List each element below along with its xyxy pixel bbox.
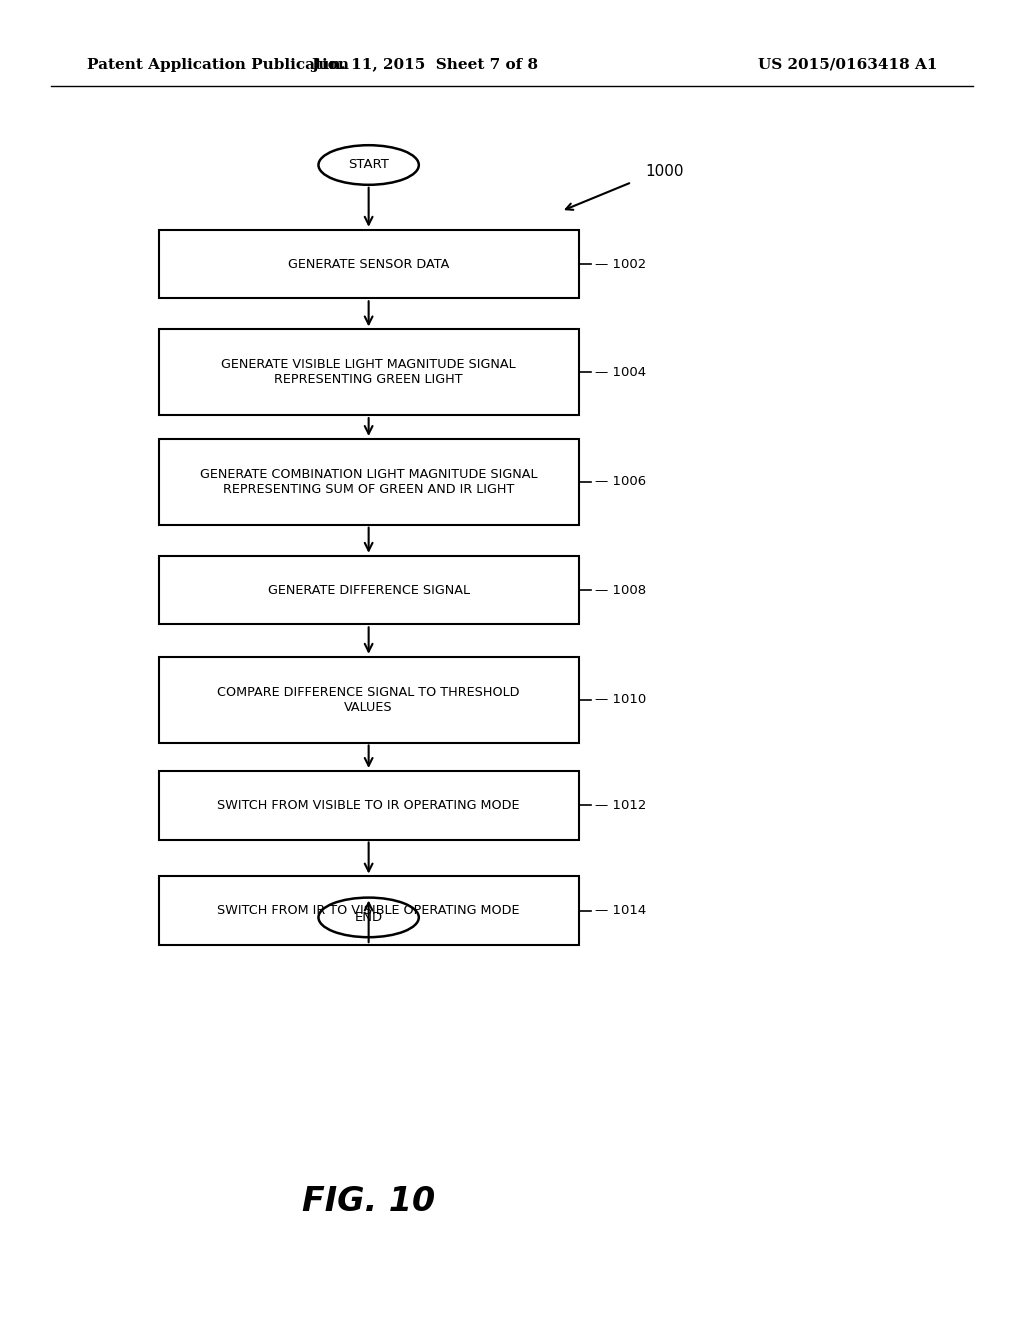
Ellipse shape bbox=[318, 145, 419, 185]
Text: GENERATE DIFFERENCE SIGNAL: GENERATE DIFFERENCE SIGNAL bbox=[267, 583, 470, 597]
Text: SWITCH FROM IR TO VISIBLE OPERATING MODE: SWITCH FROM IR TO VISIBLE OPERATING MODE bbox=[217, 904, 520, 917]
Text: Jun. 11, 2015  Sheet 7 of 8: Jun. 11, 2015 Sheet 7 of 8 bbox=[311, 58, 539, 71]
Text: FIG. 10: FIG. 10 bbox=[302, 1185, 435, 1217]
Text: GENERATE SENSOR DATA: GENERATE SENSOR DATA bbox=[288, 257, 450, 271]
Text: GENERATE VISIBLE LIGHT MAGNITUDE SIGNAL
REPRESENTING GREEN LIGHT: GENERATE VISIBLE LIGHT MAGNITUDE SIGNAL … bbox=[221, 358, 516, 387]
Text: — 1002: — 1002 bbox=[595, 257, 646, 271]
FancyBboxPatch shape bbox=[159, 556, 579, 624]
Text: — 1004: — 1004 bbox=[595, 366, 646, 379]
Text: START: START bbox=[348, 158, 389, 172]
Text: GENERATE COMBINATION LIGHT MAGNITUDE SIGNAL
REPRESENTING SUM OF GREEN AND IR LIG: GENERATE COMBINATION LIGHT MAGNITUDE SIG… bbox=[200, 467, 538, 496]
FancyBboxPatch shape bbox=[159, 876, 579, 945]
FancyBboxPatch shape bbox=[159, 230, 579, 298]
Text: END: END bbox=[354, 911, 383, 924]
Text: — 1006: — 1006 bbox=[595, 475, 646, 488]
FancyBboxPatch shape bbox=[159, 657, 579, 742]
FancyBboxPatch shape bbox=[159, 330, 579, 414]
Text: — 1012: — 1012 bbox=[595, 799, 646, 812]
Ellipse shape bbox=[318, 898, 419, 937]
Text: — 1010: — 1010 bbox=[595, 693, 646, 706]
Text: US 2015/0163418 A1: US 2015/0163418 A1 bbox=[758, 58, 937, 71]
Text: — 1014: — 1014 bbox=[595, 904, 646, 917]
FancyBboxPatch shape bbox=[159, 771, 579, 840]
Text: COMPARE DIFFERENCE SIGNAL TO THRESHOLD
VALUES: COMPARE DIFFERENCE SIGNAL TO THRESHOLD V… bbox=[217, 685, 520, 714]
Text: SWITCH FROM VISIBLE TO IR OPERATING MODE: SWITCH FROM VISIBLE TO IR OPERATING MODE bbox=[217, 799, 520, 812]
Text: — 1008: — 1008 bbox=[595, 583, 646, 597]
Text: Patent Application Publication: Patent Application Publication bbox=[87, 58, 349, 71]
FancyBboxPatch shape bbox=[159, 438, 579, 524]
Text: 1000: 1000 bbox=[645, 164, 684, 180]
